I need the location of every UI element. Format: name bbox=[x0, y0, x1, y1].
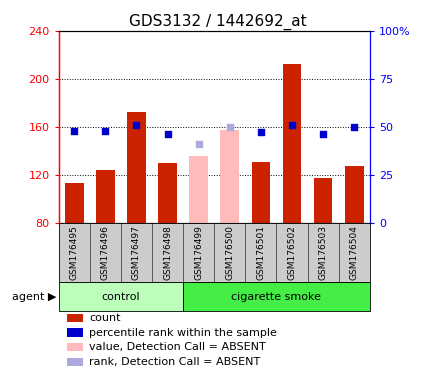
Bar bbox=[158, 163, 177, 223]
Point bbox=[164, 131, 171, 137]
Point bbox=[350, 124, 357, 130]
Bar bbox=[65, 183, 83, 223]
Bar bbox=[313, 178, 332, 223]
Text: GSM176499: GSM176499 bbox=[194, 225, 203, 280]
Point bbox=[319, 131, 326, 137]
Point bbox=[195, 141, 202, 147]
Point bbox=[133, 122, 140, 128]
Text: value, Detection Call = ABSENT: value, Detection Call = ABSENT bbox=[89, 342, 265, 352]
Bar bbox=[344, 166, 363, 223]
Bar bbox=[220, 130, 239, 223]
Text: rank, Detection Call = ABSENT: rank, Detection Call = ABSENT bbox=[89, 357, 260, 367]
Point bbox=[102, 127, 108, 134]
Text: agent ▶: agent ▶ bbox=[12, 291, 56, 302]
Text: GSM176503: GSM176503 bbox=[318, 225, 327, 280]
Text: GDS3132 / 1442692_at: GDS3132 / 1442692_at bbox=[128, 13, 306, 30]
Text: GSM176497: GSM176497 bbox=[132, 225, 141, 280]
Text: count: count bbox=[89, 313, 120, 323]
Text: GSM176495: GSM176495 bbox=[69, 225, 79, 280]
Bar bbox=[96, 170, 115, 223]
Text: cigarette smoke: cigarette smoke bbox=[231, 291, 321, 302]
Text: control: control bbox=[102, 291, 140, 302]
Bar bbox=[127, 112, 145, 223]
Bar bbox=[282, 64, 301, 223]
Text: GSM176498: GSM176498 bbox=[163, 225, 172, 280]
Point bbox=[257, 129, 264, 136]
Text: percentile rank within the sample: percentile rank within the sample bbox=[89, 328, 276, 338]
Point bbox=[226, 124, 233, 130]
Text: GSM176502: GSM176502 bbox=[287, 225, 296, 280]
Bar bbox=[251, 162, 270, 223]
Point bbox=[288, 122, 295, 128]
Text: GSM176496: GSM176496 bbox=[101, 225, 110, 280]
Text: GSM176501: GSM176501 bbox=[256, 225, 265, 280]
Text: GSM176504: GSM176504 bbox=[349, 225, 358, 280]
Text: GSM176500: GSM176500 bbox=[225, 225, 234, 280]
Bar bbox=[189, 156, 207, 223]
Point bbox=[71, 127, 78, 134]
